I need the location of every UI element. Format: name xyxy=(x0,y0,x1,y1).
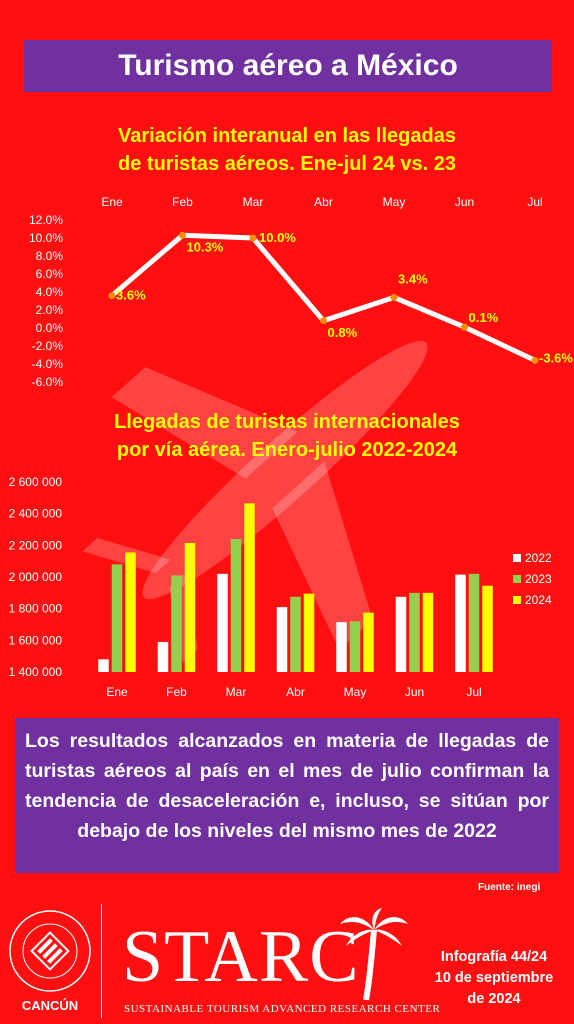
bar-2023 xyxy=(468,573,480,672)
x-tick-label: May xyxy=(344,685,367,699)
data-label: -3.6% xyxy=(539,350,573,365)
bar-2022 xyxy=(336,622,347,672)
x-tick-label: May xyxy=(383,195,406,209)
y-tick-label: 2 200 000 xyxy=(9,538,63,552)
data-label: 3.4% xyxy=(398,271,428,286)
bar-2022 xyxy=(395,596,407,672)
x-tick-label: Jul xyxy=(527,195,542,209)
bar-2024 xyxy=(363,612,374,672)
x-tick-label: Jun xyxy=(455,195,474,209)
bar-2023 xyxy=(409,592,420,672)
y-tick-label: 6.0% xyxy=(36,267,64,281)
line-chart-title: Variación interanual en las llegadas de … xyxy=(0,122,574,178)
x-tick-label: Feb xyxy=(172,195,193,209)
info-date-line-2: de 2024 xyxy=(467,991,521,1007)
bar-2024 xyxy=(482,585,493,672)
bar-2022 xyxy=(276,607,288,672)
legend-swatch xyxy=(513,596,521,604)
legend-label: 2023 xyxy=(525,572,552,586)
legend-label: 2022 xyxy=(525,551,552,565)
x-tick-label: Abr xyxy=(286,685,305,699)
y-tick-label: -6.0% xyxy=(32,375,64,389)
bar-2024 xyxy=(422,592,434,672)
y-tick-label: 2 600 000 xyxy=(9,475,63,489)
series-line xyxy=(109,232,538,363)
data-point xyxy=(531,356,539,364)
data-point xyxy=(320,317,327,325)
y-tick-label: 12.0% xyxy=(29,213,63,227)
starc-logo: STARC xyxy=(122,916,360,998)
anahuac-seal-icon xyxy=(9,910,91,992)
summary-box: Los resultados alcanzados en materia de … xyxy=(15,718,559,873)
y-tick-label: 2.0% xyxy=(36,303,64,317)
line-chart-title-line-2: de turistas aéreos. Ene-jul 24 vs. 23 xyxy=(118,153,456,175)
legend-swatch xyxy=(513,575,521,583)
bar-2024 xyxy=(244,503,255,672)
data-label: 10.0% xyxy=(259,230,296,245)
bar-2023 xyxy=(230,539,242,672)
bar-chart-title-line-1: Llegadas de turistas internacionales xyxy=(114,411,460,433)
legend-swatch xyxy=(513,554,521,562)
legend-label: 2024 xyxy=(525,593,552,607)
data-point xyxy=(108,292,116,300)
y-tick-label: 1 400 000 xyxy=(9,665,63,679)
x-tick-label: Ene xyxy=(106,685,128,699)
bar-2023 xyxy=(349,621,361,672)
y-tick-label: 10.0% xyxy=(29,231,63,245)
bar-chart: 2 600 000 2 400 000 2 200 000 2 000 000 1 80… xyxy=(9,475,552,699)
data-label: 10.3% xyxy=(187,239,224,254)
y-tick-label: 2 000 000 xyxy=(9,570,63,584)
bar-2024 xyxy=(125,552,136,672)
palm-tree-icon xyxy=(340,908,408,1000)
info-number: Infografía 44/24 xyxy=(440,949,548,965)
data-label: 0.1% xyxy=(469,310,499,325)
y-tick-label: -2.0% xyxy=(32,339,64,353)
bar-2024 xyxy=(303,593,315,672)
y-tick-label: -4.0% xyxy=(32,357,64,371)
bar-2023 xyxy=(111,564,123,672)
y-tick-label: 8.0% xyxy=(36,249,64,263)
campus-label: CANCÚN xyxy=(21,998,79,1013)
data-point xyxy=(249,234,257,242)
data-point xyxy=(179,231,186,239)
bar-2022 xyxy=(455,574,466,672)
bar-chart-title: Llegadas de turistas internacionales por… xyxy=(0,408,574,464)
x-tick-label: Jun xyxy=(405,685,424,699)
y-tick-label: 1 800 000 xyxy=(9,602,63,616)
source-note: Fuente: inegi xyxy=(478,882,541,893)
summary-text: Los resultados alcanzados en materia de … xyxy=(25,730,549,842)
footer-divider xyxy=(101,904,102,1018)
x-tick-label: Feb xyxy=(166,685,187,699)
y-tick-label: 2 400 000 xyxy=(9,507,63,521)
data-label: 0.8% xyxy=(328,325,358,340)
bar-chart-title-line-2: por vía aérea. Enero-julio 2022-2024 xyxy=(116,439,458,461)
line-chart: Ene Feb Mar Abr May Jun Jul 12.0% 10.0% 8.0% 6.0% 4… xyxy=(29,195,573,389)
bar-2022 xyxy=(98,659,109,672)
bar-2022 xyxy=(157,641,169,672)
bar-2024 xyxy=(184,542,196,672)
bar-2023 xyxy=(171,575,182,672)
y-tick-label: 4.0% xyxy=(36,285,64,299)
x-tick-label: Jul xyxy=(466,685,481,699)
page-title: Turismo aéreo a México xyxy=(24,40,552,92)
x-tick-label: Mar xyxy=(226,685,247,699)
starc-subtitle: SUSTAINABLE TOURISM ADVANCED RESEARCH CE… xyxy=(124,1003,441,1015)
y-tick-label: 1 600 000 xyxy=(9,633,63,647)
line-chart-title-line-1: Variación interanual en las llegadas xyxy=(118,125,456,147)
data-label: 3.6% xyxy=(116,288,146,303)
bar-2023 xyxy=(290,596,301,672)
x-tick-label: Abr xyxy=(314,195,333,209)
bar-2022 xyxy=(217,573,228,672)
x-tick-label: Mar xyxy=(243,195,264,209)
data-point xyxy=(461,323,468,331)
x-tick-label: Ene xyxy=(101,195,123,209)
y-tick-label: 0.0% xyxy=(36,321,64,335)
data-point xyxy=(390,293,398,301)
info-date-line-1: 10 de septiembre xyxy=(434,970,554,986)
infographic-info: Infografía 44/24 10 de septiembre de 202… xyxy=(418,947,570,1010)
